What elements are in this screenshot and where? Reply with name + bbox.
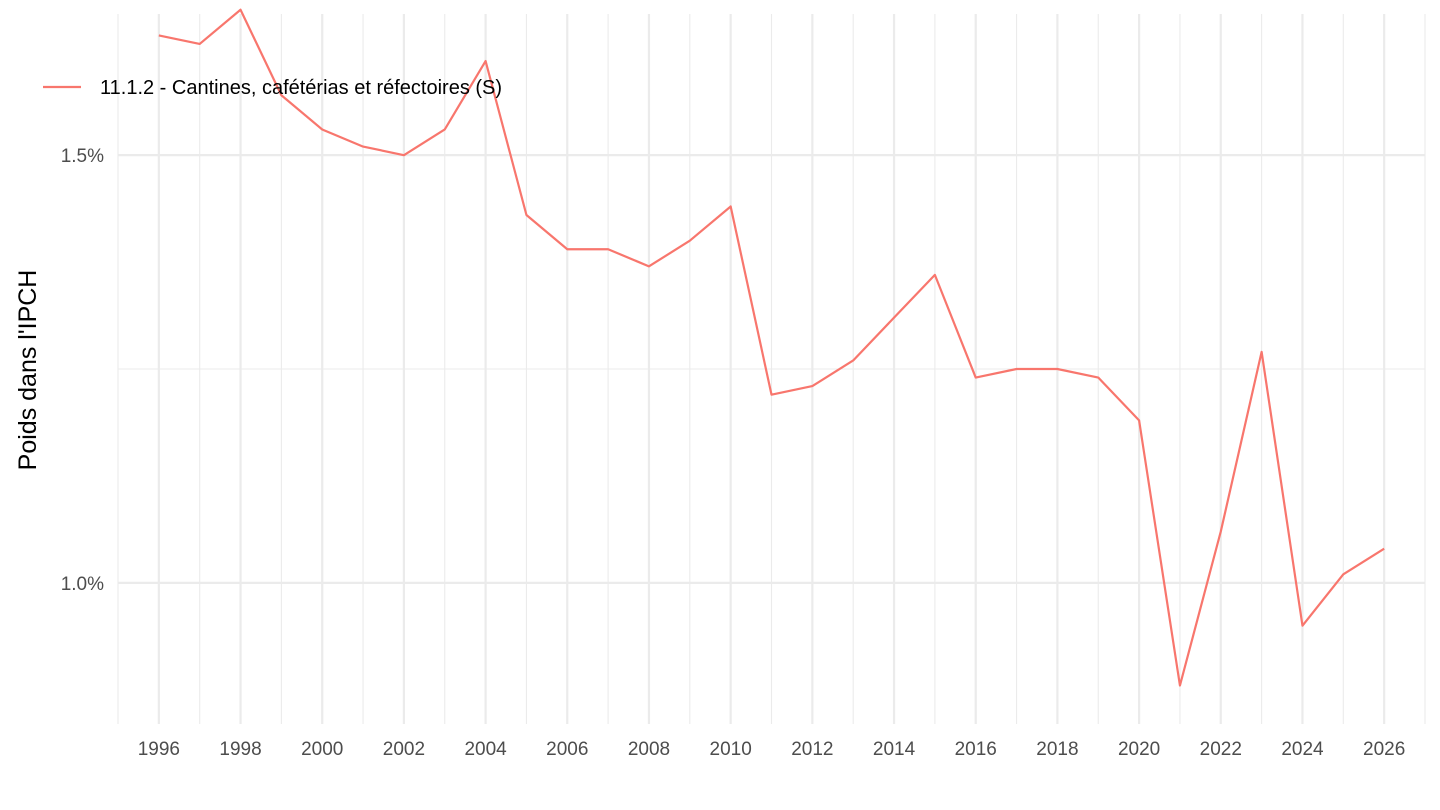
y-axis-tick-labels: 1.0% 1.5%: [61, 146, 104, 595]
x-tick-label: 2018: [1036, 739, 1078, 760]
x-tick-label: 2008: [628, 739, 670, 760]
series-lines: [158, 8, 1385, 687]
series-line: [158, 8, 1385, 687]
major-vertical-gridlines: [157, 14, 1386, 724]
legend: 11.1.2 - Cantines, cafétérias et réfecto…: [43, 77, 502, 99]
y-axis-title: Poids dans l'IPCH: [14, 270, 42, 471]
x-tick-label: 2014: [873, 739, 916, 760]
x-tick-label: 2024: [1281, 739, 1324, 760]
y-tick-label: 1.0%: [61, 574, 104, 595]
x-tick-label: 2016: [955, 739, 997, 760]
x-tick-label: 2020: [1118, 739, 1160, 760]
x-tick-label: 2012: [791, 739, 833, 760]
x-tick-label: 2026: [1363, 739, 1405, 760]
x-tick-label: 2010: [710, 739, 752, 760]
legend-label: 11.1.2 - Cantines, cafétérias et réfecto…: [100, 77, 502, 99]
x-tick-label: 1996: [138, 739, 180, 760]
x-tick-label: 2000: [301, 739, 343, 760]
x-tick-label: 1998: [219, 739, 261, 760]
y-tick-label: 1.5%: [61, 146, 104, 167]
x-tick-label: 2004: [464, 739, 507, 760]
x-tick-label: 2022: [1200, 739, 1242, 760]
x-tick-label: 2002: [383, 739, 425, 760]
x-axis-tick-labels: 1996 1998 2000 2002 2004 2006 2008 2010 2012 2014…: [138, 739, 1406, 760]
x-tick-label: 2006: [546, 739, 588, 760]
